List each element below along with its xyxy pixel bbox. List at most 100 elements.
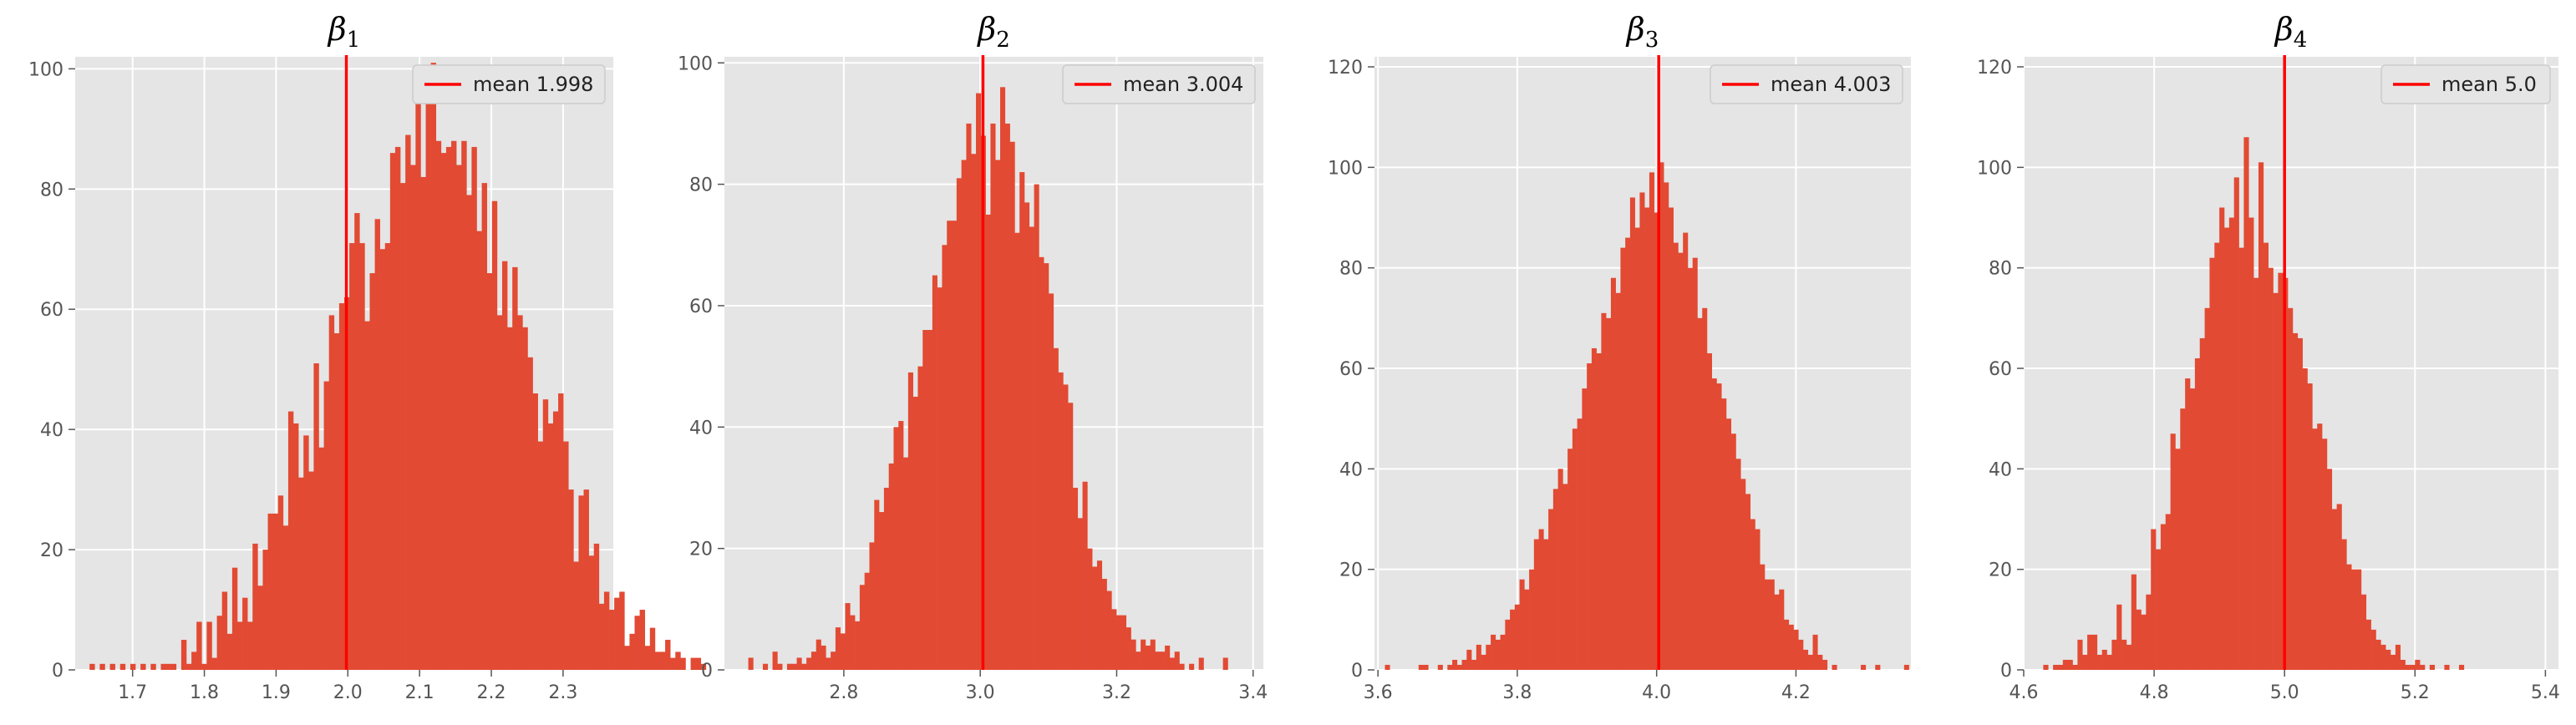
histogram-bar — [2214, 242, 2220, 670]
histogram-bar — [2204, 307, 2210, 670]
histogram-bar — [864, 572, 870, 670]
histogram-bar — [512, 266, 518, 670]
histogram-bar — [649, 627, 656, 670]
histogram-bar — [961, 160, 967, 670]
histogram-bar — [496, 315, 503, 670]
y-tick-label: 0 — [701, 661, 713, 682]
x-tick-label: 1.9 — [262, 682, 291, 703]
y-tick-label: 100 — [1328, 158, 1363, 179]
histogram-bar — [2302, 368, 2308, 670]
histogram-bar — [2091, 634, 2098, 670]
histogram-bar — [287, 411, 294, 670]
y-tick-label: 60 — [40, 300, 64, 321]
histogram-bar — [1423, 664, 1429, 670]
histogram-bar — [912, 396, 918, 670]
y-tick-label: 80 — [689, 175, 713, 196]
histogram-bar — [323, 381, 330, 670]
histogram-bar — [109, 663, 115, 670]
histogram-bar — [2170, 433, 2176, 670]
histogram-bar — [2307, 383, 2313, 670]
histogram-bar — [1222, 657, 1228, 670]
y-tick-label: 40 — [689, 418, 713, 439]
histogram-bar — [922, 330, 928, 670]
histogram-bar — [1784, 619, 1790, 670]
histogram-bar — [1644, 207, 1650, 670]
histogram-bar — [1505, 619, 1511, 670]
histogram-bar — [639, 610, 645, 670]
histogram-bar — [942, 245, 948, 670]
histogram-bar — [1481, 654, 1486, 670]
histogram-bar — [430, 63, 437, 671]
histogram-bar — [791, 663, 797, 670]
histogram-bar — [552, 411, 559, 670]
y-tick-label: 120 — [1977, 58, 2012, 79]
histogram-bar — [456, 165, 462, 670]
histogram-bar — [762, 663, 769, 670]
x-tick-label: 5.2 — [2401, 682, 2430, 703]
x-tick-label: 2.2 — [477, 682, 506, 703]
histogram-bar — [971, 154, 977, 670]
histogram-bar — [826, 657, 831, 670]
histogram-bar — [425, 93, 431, 671]
histogram-bar — [389, 153, 396, 670]
legend-box — [412, 64, 606, 104]
histogram-bar — [1903, 664, 1909, 670]
histogram-bar — [2180, 408, 2186, 670]
histogram-bar — [1101, 578, 1107, 670]
histogram-bar — [99, 663, 105, 670]
histogram-bar — [2370, 629, 2376, 670]
histogram-bar — [130, 663, 136, 670]
histogram-bar — [89, 663, 95, 670]
histogram-bar — [247, 621, 253, 670]
histogram-bar — [1548, 509, 1554, 670]
histogram-bar — [1697, 317, 1703, 670]
histogram-bar — [400, 183, 406, 670]
histogram-bar — [435, 140, 442, 670]
histogram-bar — [952, 221, 958, 670]
histogram-bar — [2131, 574, 2137, 670]
histogram-bar — [786, 663, 793, 670]
histogram-bar — [394, 146, 401, 671]
histogram-bar — [644, 646, 651, 670]
histogram-bar — [1755, 529, 1761, 670]
histogram-bar — [313, 363, 319, 670]
histogram-bar — [1654, 212, 1659, 671]
histogram-bar — [293, 423, 299, 670]
histogram-bar — [614, 597, 620, 670]
histogram-bar — [1861, 664, 1867, 670]
histogram-bar — [1106, 591, 1112, 670]
histogram-bar — [547, 423, 554, 670]
histogram-bar — [349, 243, 355, 670]
histogram-bar — [2331, 509, 2337, 670]
histogram-bar — [1817, 654, 1823, 670]
histogram-bar — [2317, 423, 2323, 670]
histogram-bar — [2243, 137, 2249, 670]
histogram-beta-1: 1.7 1.8 1.9 2.0 2.1 2.2 2.3 0 20 40 60 80 100 β1 mean … — [28, 11, 768, 703]
histogram-bar — [1601, 312, 1607, 670]
legend-box — [1062, 64, 1256, 104]
histogram-bar — [2420, 664, 2426, 670]
histogram-bar — [466, 195, 472, 670]
histogram-bar — [2238, 247, 2244, 670]
histogram-bar — [2312, 428, 2318, 670]
histogram-bar — [1004, 123, 1010, 670]
histogram-bar — [491, 200, 498, 671]
histogram-bar — [1063, 384, 1069, 670]
x-tick-label: 5.4 — [2531, 682, 2560, 703]
histogram-bar — [2365, 619, 2371, 670]
histogram-bar — [2288, 307, 2294, 670]
histogram-bar — [522, 327, 528, 670]
histogram-bar — [2082, 654, 2088, 670]
histogram-bar — [2199, 337, 2205, 670]
histogram-bar — [654, 651, 661, 670]
histogram-bar — [1702, 307, 1708, 670]
histogram-bar — [2136, 609, 2142, 670]
histogram-bar — [318, 447, 324, 670]
histogram-bar — [1150, 639, 1156, 670]
histogram-bar — [1750, 519, 1755, 670]
histogram-bar — [1500, 634, 1506, 670]
histogram-bar — [2053, 664, 2059, 670]
histogram-bar — [2043, 664, 2049, 670]
histogram-bar — [226, 633, 233, 670]
histogram-bar — [603, 591, 610, 670]
